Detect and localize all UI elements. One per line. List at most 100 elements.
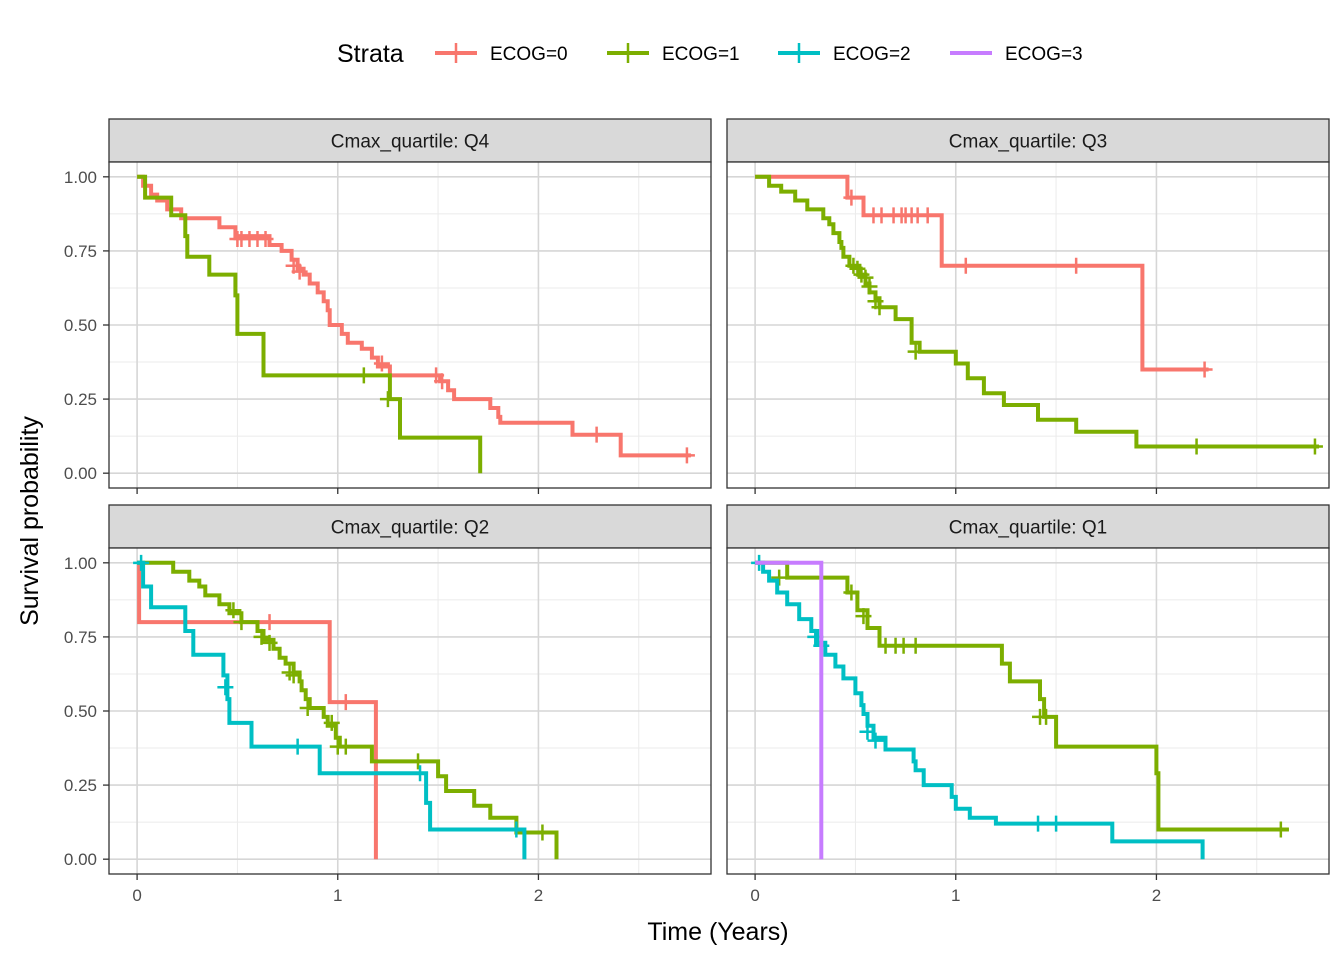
x-tick-label: 0 (132, 886, 141, 905)
legend-label: ECOG=1 (662, 44, 740, 65)
censor-mark (233, 614, 250, 631)
series-ecog-1 (755, 560, 1289, 838)
censor-mark (379, 391, 396, 408)
censor-mark (1030, 815, 1047, 832)
series-ecog-2 (751, 554, 1205, 860)
censor-mark (907, 637, 924, 654)
legend: Strata ECOG=0 ECOG=1 ECOG=2 ECOG=3 (337, 40, 1083, 68)
censor-mark (845, 257, 862, 274)
y-tick-label: 0.25 (64, 776, 97, 795)
y-tick-label: 0.75 (64, 628, 97, 647)
facet-panels: Cmax_quartile: Q40.000.250.500.751.00Cma… (64, 118, 1330, 905)
censor-mark (285, 667, 302, 684)
censor-mark (853, 266, 870, 283)
censor-mark (253, 628, 270, 645)
censor-mark (323, 714, 340, 731)
legend-item-ecog-0: ECOG=0 (435, 43, 568, 65)
censor-mark (133, 554, 150, 571)
censor-mark (855, 608, 872, 625)
series-ecog-3 (755, 560, 824, 860)
censor-mark (508, 821, 525, 838)
censor-mark (859, 723, 876, 740)
y-tick-label: 0.00 (64, 464, 97, 483)
series-ecog-1 (137, 174, 483, 474)
y-tick-label: 0.00 (64, 850, 97, 869)
legend-item-ecog-3: ECOG=3 (950, 44, 1083, 65)
y-tick-label: 1.00 (64, 168, 97, 187)
censor-mark (1188, 438, 1205, 455)
x-axis-title: Time (Years) (647, 918, 788, 946)
y-tick-label: 1.00 (64, 554, 97, 573)
series-ecog-1 (137, 560, 559, 860)
series-ecog-0 (137, 174, 695, 464)
survival-curve-ecog-2 (137, 560, 527, 860)
censor-mark (1306, 438, 1323, 455)
censor-mark (434, 373, 451, 390)
axis-titles: Time (Years) Survival probability (16, 416, 789, 946)
legend-label: ECOG=3 (1005, 44, 1083, 65)
legend-label: ECOG=0 (490, 44, 568, 65)
censor-mark (867, 732, 884, 749)
panel-border (726, 547, 1330, 875)
censor-mark (410, 753, 427, 770)
facet-strip-title: Cmax_quartile: Q4 (331, 132, 490, 153)
censor-mark (1048, 815, 1065, 832)
censor-mark (843, 584, 860, 601)
x-tick-label: 2 (534, 886, 543, 905)
x-tick-label: 2 (1152, 886, 1161, 905)
survival-curve-ecog-0 (137, 174, 691, 458)
censor-mark (412, 765, 429, 782)
censor-mark (857, 269, 874, 286)
facet-panel-cmax-quartile-q4: Cmax_quartile: Q4 0.00 0.25 0.50 0.75 1.00 (64, 118, 712, 494)
censor-mark (1068, 257, 1085, 274)
censor-mark (843, 189, 860, 206)
censor-mark (678, 447, 695, 464)
censor-mark (861, 278, 878, 295)
censor-mark (217, 679, 234, 696)
censor-mark (289, 738, 306, 755)
censor-mark (337, 738, 354, 755)
survival-curve-ecog-2 (755, 560, 1205, 860)
censor-mark (281, 664, 298, 681)
facet-strip-title: Cmax_quartile: Q3 (949, 132, 1107, 153)
series-ecog-1 (755, 174, 1323, 455)
censor-mark (337, 694, 354, 711)
censor-mark (1196, 361, 1213, 378)
series-ecog-0 (755, 174, 1213, 378)
survival-curve-ecog-1 (755, 174, 1319, 449)
y-tick-label: 0.25 (64, 390, 97, 409)
censor-mark (534, 824, 551, 841)
censor-mark (257, 231, 274, 248)
y-tick-label: 0.50 (64, 316, 97, 335)
x-tick-label: 0 (750, 886, 759, 905)
censor-mark (261, 634, 278, 651)
legend-title: Strata (337, 40, 404, 68)
censor-mark (355, 367, 372, 384)
censor-mark (299, 700, 316, 717)
panel-border (726, 161, 1330, 489)
censor-mark (373, 355, 390, 372)
y-tick-label: 0.50 (64, 702, 97, 721)
series-ecog-2 (133, 554, 527, 860)
censor-mark (588, 426, 605, 443)
y-axis-title: Survival probability (16, 416, 44, 626)
censor-mark (1038, 708, 1055, 725)
x-tick-label: 1 (951, 886, 960, 905)
facet-panel-cmax-quartile-q2: Cmax_quartile: Q2 0.00 0.25 0.50 0.75 1.00 0 1 2 (64, 504, 712, 905)
facet-strip-title: Cmax_quartile: Q2 (331, 518, 489, 539)
censor-mark (919, 207, 936, 224)
facet-panel-cmax-quartile-q1: Cmax_quartile: Q1 0 1 2 (726, 504, 1330, 905)
facet-strip (726, 504, 1330, 549)
x-tick-label: 1 (333, 886, 342, 905)
facet-strip (108, 118, 712, 163)
legend-item-ecog-2: ECOG=2 (778, 43, 911, 65)
censor-mark (291, 263, 308, 280)
facet-strip (726, 118, 1330, 163)
facet-panel-cmax-quartile-q3: Cmax_quartile: Q3 (726, 118, 1330, 494)
y-tick-label: 0.75 (64, 242, 97, 261)
legend-item-ecog-1: ECOG=1 (607, 43, 740, 65)
censor-mark (957, 257, 974, 274)
censor-mark (907, 343, 924, 360)
censor-mark (871, 299, 888, 316)
